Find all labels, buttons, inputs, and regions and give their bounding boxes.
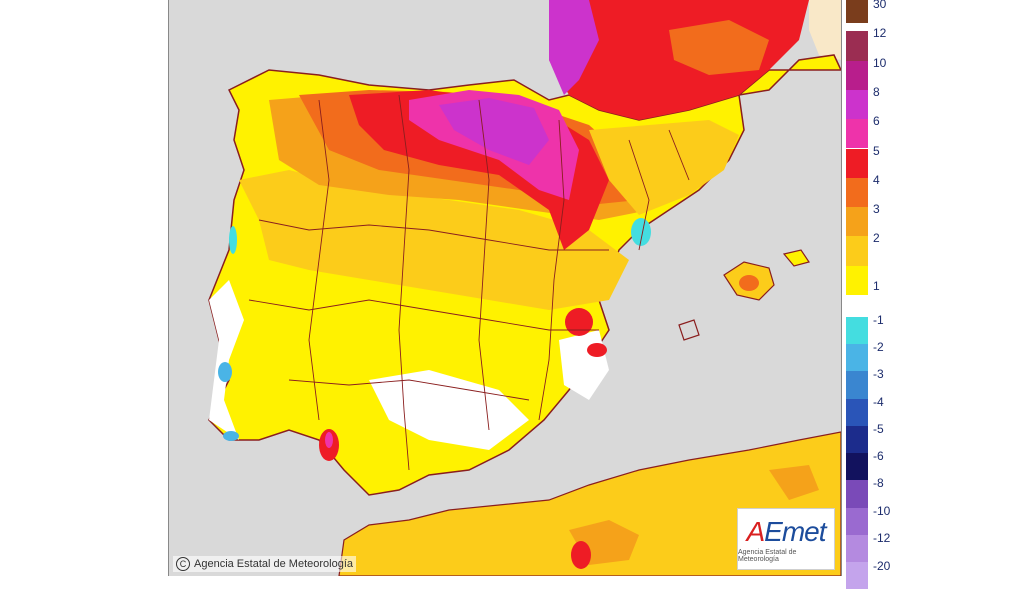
- copyright-notice: C Agencia Estatal de Meteorología: [173, 556, 356, 572]
- legend-label: 5: [873, 143, 880, 158]
- legend-label: -6: [873, 449, 884, 464]
- legend-label: 12: [873, 26, 887, 41]
- legend-label: -4: [873, 394, 884, 409]
- legend-swatch-warm: [846, 60, 868, 90]
- anomaly-area-light-orange: [239, 170, 629, 310]
- balearic-mallorca-core: [739, 275, 759, 291]
- legend-label: -8: [873, 476, 884, 491]
- map-canvas: [169, 0, 841, 576]
- legend-label: 10: [873, 55, 887, 70]
- anomaly-spot-cyan-valencia-coast: [631, 218, 651, 246]
- color-legend: 30 12 10 8 6 5 4 3 2 1 -1 -2 -3 -4 -5 -6 -8 -10 -12 -20: [846, 0, 890, 589]
- aemet-logo-wordmark: AEmet: [746, 515, 826, 547]
- legend-label: -20: [873, 559, 891, 573]
- legend-swatch-cold: [846, 344, 868, 372]
- legend-swatch-cold: [846, 398, 868, 426]
- france-region: [809, 0, 841, 60]
- legend-swatch-warm: [846, 236, 868, 266]
- legend-swatch-warm: [846, 31, 868, 61]
- anomaly-spot-cyan-galicia: [229, 226, 237, 254]
- balearic-menorca: [782, 249, 810, 267]
- legend-swatch-warm: [846, 148, 868, 178]
- legend-label: 2: [873, 231, 880, 246]
- anomaly-spot-pink-cadiz: [325, 432, 333, 448]
- anomaly-spot-red-alicante: [587, 343, 607, 357]
- legend-swatch-warm: [846, 0, 868, 24]
- anomaly-area-light-orange-catalonia: [589, 120, 739, 215]
- legend-swatch-cold: [846, 480, 868, 508]
- legend-swatch-cold: [846, 317, 868, 345]
- aemet-logo: AEmet Agencia Estatal de Meteorología: [737, 508, 835, 570]
- aemet-logo-subtitle: Agencia Estatal de Meteorología: [738, 548, 797, 563]
- legend-swatch-cold: [846, 371, 868, 399]
- legend-swatch-warm: [846, 89, 868, 120]
- legend-label: 8: [873, 84, 880, 99]
- legend-label: -12: [873, 530, 891, 545]
- anomaly-area-magenta: [439, 98, 549, 165]
- legend-label: -3: [873, 367, 884, 382]
- legend-swatch-cold: [846, 534, 868, 563]
- legend-label: -10: [873, 503, 891, 518]
- legend-swatch-cold: [846, 507, 868, 535]
- legend-swatch-cold: [846, 453, 868, 481]
- legend-swatch-warm: [846, 177, 868, 208]
- legend-swatch-warm: [846, 265, 868, 295]
- north-africa-orange-patches: [569, 465, 819, 565]
- legend-label: 6: [873, 114, 880, 129]
- legend-label: 30: [873, 0, 887, 11]
- anomaly-spot-red-africa: [571, 541, 591, 569]
- anomaly-area-white-west: [209, 280, 244, 440]
- legend-label: 1: [873, 278, 880, 293]
- province-borders: [248, 94, 690, 471]
- anomaly-area-orange-north: [669, 20, 769, 75]
- legend-swatch-cold: [846, 425, 868, 454]
- anomaly-spot-blue-algarve: [223, 431, 239, 441]
- legend-label: -2: [873, 340, 884, 355]
- legend-label: 4: [873, 172, 880, 187]
- copyright-text: Agencia Estatal de Meteorología: [194, 558, 353, 570]
- north-africa: [338, 431, 841, 576]
- legend-label: -5: [873, 421, 884, 436]
- legend-label: 3: [873, 202, 880, 217]
- anomaly-spot-red-valencia: [565, 308, 593, 336]
- legend-swatch-warm: [846, 207, 868, 237]
- copyright-icon: C: [176, 557, 190, 571]
- legend-swatch-warm: [846, 119, 868, 149]
- balearic-ibiza: [678, 319, 700, 341]
- temperature-anomaly-map: C Agencia Estatal de Meteorología AEmet …: [168, 0, 842, 576]
- anomaly-spot-blue-portugal: [218, 362, 232, 382]
- legend-label: -1: [873, 313, 884, 327]
- anomaly-area-magenta-north: [549, 0, 599, 95]
